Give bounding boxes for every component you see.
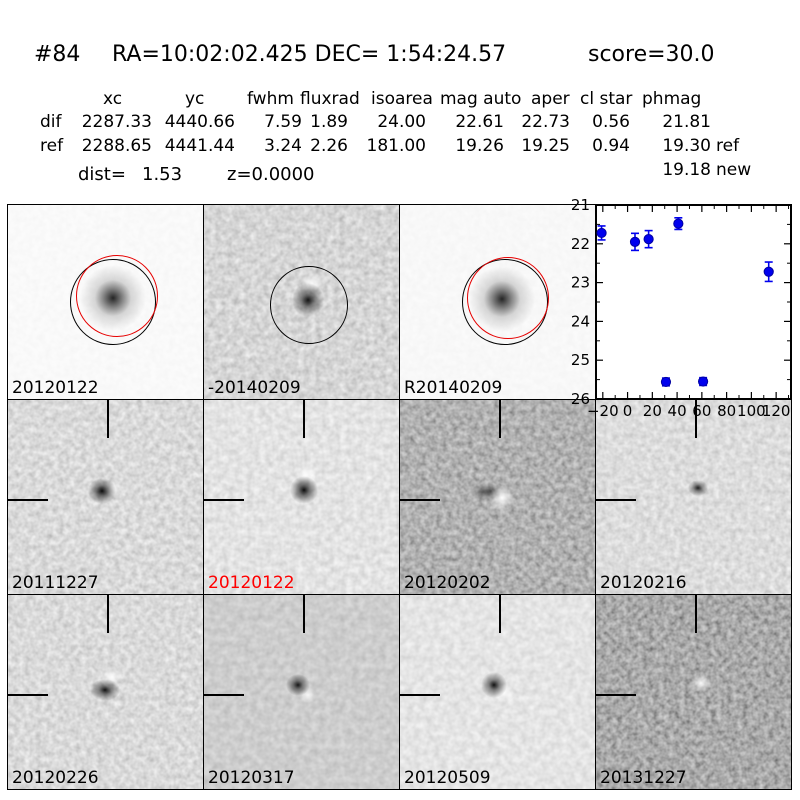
position-tick-left <box>400 694 440 696</box>
cutout-panel-20131227: 20131227 <box>595 594 792 790</box>
score-text: score=30.0 <box>588 42 715 67</box>
col-mag-auto: mag auto <box>440 89 522 109</box>
cutout-panel-20120509: 20120509 <box>399 594 596 790</box>
cutout-panel-20120122: 20120122 <box>203 399 400 595</box>
cutout-label: R20140209 <box>404 378 503 398</box>
ref-fwhm: 3.24 <box>264 136 302 156</box>
candidate-id: #84 <box>34 42 81 67</box>
table-row-dif: dif 2287.33 4440.66 7.59 1.89 24.00 22.6… <box>0 112 800 132</box>
position-tick-top <box>695 400 697 438</box>
row-label: dif <box>40 112 62 132</box>
ref-xc: 2288.65 <box>81 136 152 156</box>
ref-suffix: ref <box>716 136 740 156</box>
source-blob <box>690 674 712 692</box>
dist-label: dist= <box>78 164 126 185</box>
cutout-label: 20120122 <box>12 378 99 398</box>
source-blob <box>90 679 120 701</box>
cutout-panel-new-20120122: 20120122 <box>7 204 204 400</box>
new-suffix: new <box>716 160 752 180</box>
aperture-circle-red <box>467 257 549 339</box>
cutout-panel-20120202: 20120202 <box>399 399 596 595</box>
noise-image <box>596 595 791 789</box>
position-tick-top <box>499 400 501 438</box>
col-phmag: phmag <box>642 89 702 109</box>
dif-yc: 4440.66 <box>164 112 235 132</box>
source-blob <box>489 485 515 511</box>
cutout-label: 20120317 <box>208 768 295 788</box>
position-tick-left <box>400 499 440 501</box>
col-yc: yc <box>185 89 205 109</box>
dif-mag-auto: 22.61 <box>455 112 504 132</box>
cutout-panel-20111227: 20111227 <box>7 399 204 595</box>
position-tick-left <box>204 499 244 501</box>
cutout-panel-diff-20140209: -20140209 <box>203 204 400 400</box>
ref-isoarea: 181.00 <box>366 136 426 156</box>
cutout-label: 20111227 <box>12 573 99 593</box>
new-phmag: 19.18 <box>662 160 711 180</box>
cutout-label: 20120509 <box>404 768 491 788</box>
dif-aper: 22.73 <box>521 112 570 132</box>
dif-cl-star: 0.56 <box>592 112 630 132</box>
col-aper: aper <box>531 89 570 109</box>
cutout-label: -20140209 <box>208 378 301 398</box>
ref-yc: 4441.44 <box>164 136 235 156</box>
cutout-label: 20120226 <box>12 768 99 788</box>
col-xc: xc <box>103 89 123 109</box>
source-blob <box>290 476 318 504</box>
cutout-panel-20120216: 20120216 <box>595 399 792 595</box>
source-blob <box>688 480 708 496</box>
position-tick-top <box>107 400 109 438</box>
position-tick-top <box>303 595 305 633</box>
col-fwhm: fwhm <box>247 89 294 109</box>
col-fluxrad: fluxrad <box>300 89 360 109</box>
lightcurve-plot-panel <box>595 204 792 400</box>
ref-aper: 19.25 <box>521 136 570 156</box>
cutout-panel-ref-20140209: R20140209 <box>399 204 596 400</box>
ra-dec-text: RA=10:02:02.425 DEC= 1:54:24.57 <box>112 42 507 67</box>
dif-isoarea: 24.00 <box>377 112 426 132</box>
dif-fluxrad: 1.89 <box>310 112 348 132</box>
source-blob <box>286 674 310 696</box>
position-tick-left <box>8 499 48 501</box>
source-blob <box>88 478 116 504</box>
cutout-label: 20120202 <box>404 573 491 593</box>
table-header-row: xc yc fwhm fluxrad isoarea mag auto aper… <box>0 89 800 109</box>
table-row-ref: ref 2288.65 4441.44 3.24 2.26 181.00 19.… <box>0 136 800 156</box>
position-tick-top <box>499 595 501 633</box>
ref-fluxrad: 2.26 <box>310 136 348 156</box>
position-tick-top <box>695 595 697 633</box>
col-isoarea: isoarea <box>371 89 433 109</box>
position-tick-top <box>303 400 305 438</box>
source-blob <box>481 672 507 698</box>
figure-header: #84 RA=10:02:02.425 DEC= 1:54:24.57 scor… <box>0 42 800 68</box>
position-tick-left <box>204 694 244 696</box>
dist-z-row: dist= 1.53 z=0.0000 <box>0 164 800 185</box>
table-row-new-phmag: 19.18 new <box>0 160 800 180</box>
ref-mag-auto: 19.26 <box>455 136 504 156</box>
dif-fwhm: 7.59 <box>264 112 302 132</box>
dif-xc: 2287.33 <box>81 112 152 132</box>
row-label: ref <box>40 136 64 156</box>
cutout-panel-20120317: 20120317 <box>203 594 400 790</box>
cutout-label: 20120216 <box>600 573 687 593</box>
ref-cl-star: 0.94 <box>592 136 630 156</box>
cutout-label: 20131227 <box>600 768 687 788</box>
position-tick-left <box>8 694 48 696</box>
cutout-panel-20120226: 20120226 <box>7 594 204 790</box>
aperture-circle-black <box>270 266 348 344</box>
col-cl-star: cl star <box>580 89 633 109</box>
position-tick-top <box>107 595 109 633</box>
position-tick-left <box>596 694 636 696</box>
cutout-label: 20120122 <box>208 573 295 593</box>
noise-image <box>596 400 791 594</box>
dif-phmag: 21.81 <box>662 112 711 132</box>
ref-phmag: 19.30 <box>662 136 711 156</box>
dist-value: 1.53 <box>142 164 183 185</box>
position-tick-left <box>596 499 636 501</box>
z-value: z=0.0000 <box>227 164 315 185</box>
aperture-circle-red <box>76 255 158 337</box>
